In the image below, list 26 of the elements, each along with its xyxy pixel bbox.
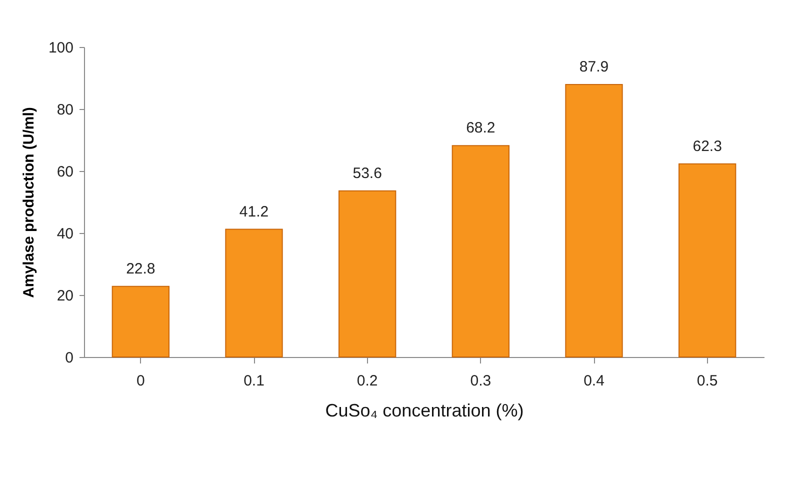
data-label: 22.8	[126, 260, 156, 278]
y-tick-label: 40	[56, 226, 74, 242]
x-axis-title: CuSo₄ concentration (%)	[325, 400, 524, 420]
y-axis-title: Amylase production (U/ml)	[20, 107, 38, 298]
bar	[112, 286, 170, 358]
y-tick-label: 60	[56, 164, 74, 180]
data-label: 62.3	[692, 138, 722, 155]
x-tick-label: 0.1	[244, 372, 264, 390]
y-tick-label: 100	[48, 40, 74, 56]
x-tick-label: 0.4	[584, 372, 604, 390]
data-label: 41.2	[239, 203, 269, 220]
data-label: 68.2	[466, 120, 496, 137]
x-tick-label: 0.2	[356, 372, 378, 390]
bar	[225, 228, 283, 358]
data-label: 53.6	[352, 164, 382, 182]
y-tick-label: 80	[56, 102, 74, 118]
bar	[338, 190, 396, 358]
data-label: 87.9	[579, 58, 609, 76]
y-tick-label: 20	[56, 288, 74, 304]
x-tick-label: 0.5	[696, 372, 718, 390]
bar	[678, 163, 736, 358]
bar	[452, 145, 510, 358]
x-tick-label: 0	[136, 372, 145, 390]
x-tick-label: 0.3	[470, 372, 492, 390]
bar	[565, 84, 623, 358]
y-tick-label: 0	[65, 350, 74, 366]
